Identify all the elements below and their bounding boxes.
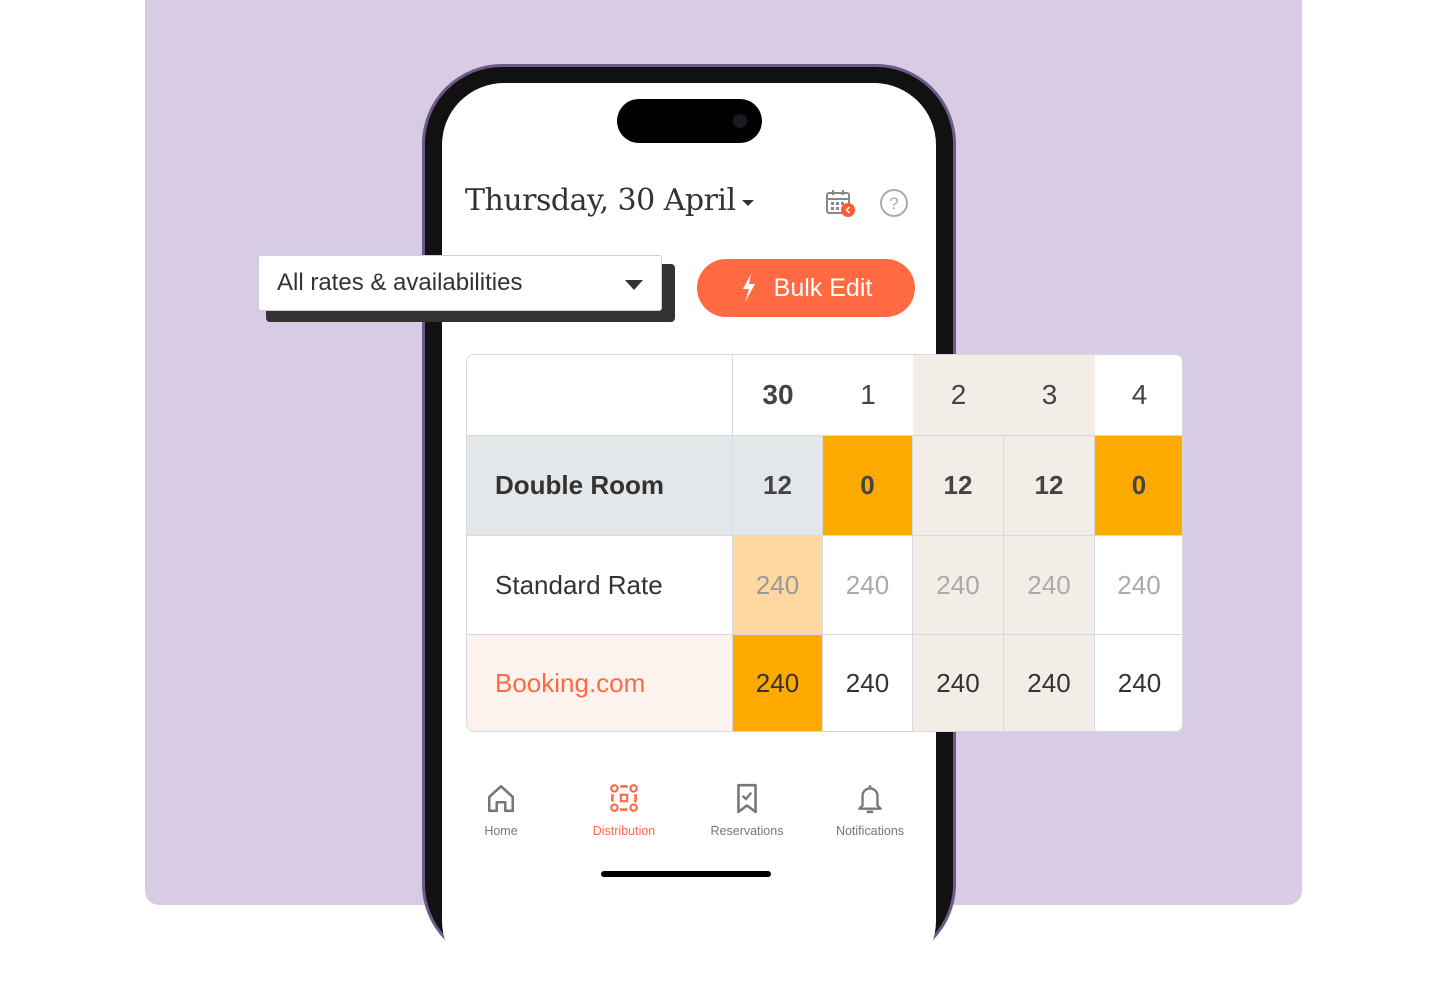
grid-cell[interactable]: 0: [1095, 436, 1182, 536]
grid-cell[interactable]: 240: [913, 536, 1004, 635]
distribution-icon: [610, 784, 638, 812]
grid-cell[interactable]: 240: [1004, 536, 1095, 635]
date-caret-icon[interactable]: [742, 200, 754, 206]
row-label[interactable]: Standard Rate: [467, 536, 733, 635]
day-header-1[interactable]: 1: [823, 355, 913, 436]
svg-text:?: ?: [889, 194, 898, 213]
nav-item-notifications[interactable]: Notifications: [815, 782, 925, 838]
dropdown-value: All rates & availabilities: [277, 269, 523, 296]
home-indicator: [601, 871, 771, 877]
row-label[interactable]: Booking.com: [467, 635, 733, 731]
bulk-edit-button[interactable]: Bulk Edit: [697, 259, 915, 317]
calendar-icon[interactable]: [824, 188, 858, 220]
grid-cell[interactable]: 240: [823, 536, 913, 635]
nav-label: Reservations: [710, 824, 784, 838]
grid-cell[interactable]: 240: [823, 635, 913, 731]
grid-header-empty: [467, 355, 733, 436]
nav-label: Distribution: [592, 824, 656, 838]
nav-label: Notifications: [835, 824, 905, 838]
grid-cell[interactable]: 12: [1004, 436, 1095, 536]
lightning-icon: [742, 274, 755, 302]
grid-cell[interactable]: 240: [1095, 635, 1182, 731]
grid-cell[interactable]: 240: [913, 635, 1004, 731]
bulk-edit-label: Bulk Edit: [773, 273, 873, 302]
nav-item-reservations[interactable]: Reservations: [692, 782, 802, 838]
grid-cell[interactable]: 0: [823, 436, 913, 536]
date-title[interactable]: Thursday, 30 April: [465, 183, 736, 218]
nav-label: Home: [484, 824, 518, 838]
help-icon[interactable]: ?: [879, 188, 909, 218]
bell-icon: [858, 785, 882, 814]
rates-filter-dropdown[interactable]: All rates & availabilities: [258, 255, 662, 311]
day-header-3[interactable]: 3: [1004, 355, 1095, 436]
chevron-down-icon: [625, 280, 643, 290]
day-header-30[interactable]: 30: [733, 355, 823, 436]
camera: [733, 114, 747, 128]
grid-cell[interactable]: 240: [733, 635, 823, 731]
grid-cell[interactable]: 12: [733, 436, 823, 536]
nav-item-distribution[interactable]: Distribution: [569, 782, 679, 838]
home-icon: [487, 784, 515, 813]
grid-cell[interactable]: 12: [913, 436, 1004, 536]
day-header-4[interactable]: 4: [1095, 355, 1182, 436]
grid-cell[interactable]: 240: [733, 536, 823, 635]
grid-cell[interactable]: 240: [1095, 536, 1182, 635]
nav-item-home[interactable]: Home: [446, 782, 556, 838]
row-label[interactable]: Double Room: [467, 436, 733, 536]
rates-grid: 30 1 2 3 4 Double Room 12 0 12 12 0 Standard Rate 24…: [466, 354, 1183, 732]
bookmark-check-icon: [737, 783, 757, 814]
day-header-2[interactable]: 2: [913, 355, 1004, 436]
grid-cell[interactable]: 240: [1004, 635, 1095, 731]
